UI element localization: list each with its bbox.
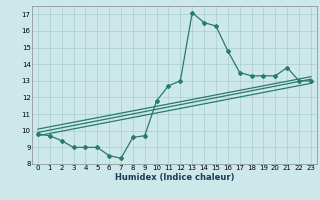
- X-axis label: Humidex (Indice chaleur): Humidex (Indice chaleur): [115, 173, 234, 182]
